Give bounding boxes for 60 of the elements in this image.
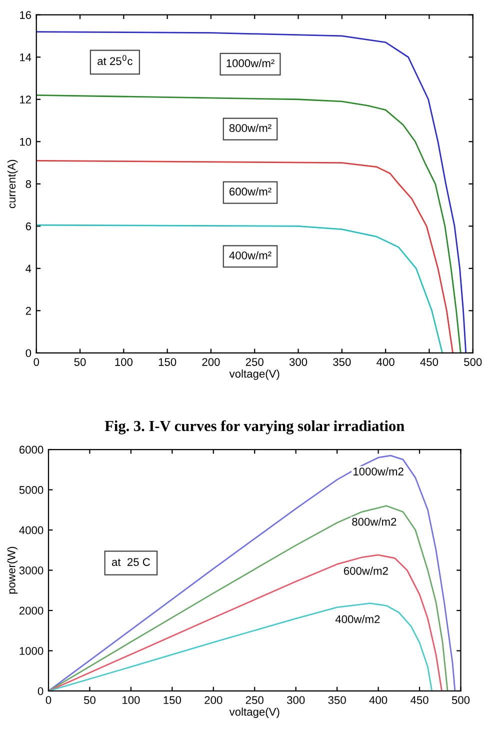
y-tick-label: 16 <box>20 11 32 19</box>
x-tick-label: 500 <box>452 696 470 704</box>
y-tick-label: 6 <box>26 222 32 230</box>
y-axis-title: power(W) <box>7 546 18 594</box>
line-series <box>36 31 467 353</box>
x-tick-label: 200 <box>202 358 220 366</box>
text: 800w/m² <box>229 124 272 132</box>
y-axis-title: current(A) <box>7 160 18 208</box>
y-tick-label: 3000 <box>19 566 44 574</box>
x-tick-label: 250 <box>246 696 264 704</box>
y-tick-label: 4000 <box>19 526 44 534</box>
text: 600w/m² <box>230 187 272 196</box>
x-tick-label: 350 <box>333 358 351 366</box>
line-series <box>48 554 442 691</box>
x-axis-title: voltage(V) <box>229 708 280 718</box>
annotation: at 25$^{0}$c <box>98 54 132 66</box>
line-series <box>36 224 444 353</box>
line-series <box>36 94 462 353</box>
x-tick-label: 350 <box>328 696 346 704</box>
x-tick-label: 300 <box>287 696 305 704</box>
line-series <box>48 454 456 691</box>
x-tick-label: 400 <box>369 696 388 704</box>
x-tick-label: 450 <box>410 696 428 704</box>
y-tick-label: 4 <box>26 264 32 272</box>
series-label: 600w/m2 <box>344 566 388 575</box>
y-tick-label: 5000 <box>19 486 44 494</box>
y-tick-label: 0 <box>38 687 44 696</box>
line-series <box>48 602 433 691</box>
x-tick-label: 150 <box>158 358 176 366</box>
x-tick-label: 450 <box>420 358 438 366</box>
x-tick-label: 50 <box>84 696 96 704</box>
y-tick-label: 14 <box>20 54 32 62</box>
x-tick-label: 0 <box>46 696 52 704</box>
y-tick-label: 2000 <box>19 606 44 615</box>
annotation: at 25 C <box>112 558 150 566</box>
series-label: 1000w/m2 <box>354 467 404 476</box>
x-tick-label: 50 <box>74 358 86 366</box>
x-tick-label: 100 <box>115 358 133 366</box>
series-label: 800w/m2 <box>352 518 396 526</box>
x-tick-label: 250 <box>246 358 264 366</box>
y-tick-label: 1000 <box>20 647 44 655</box>
y-tick-label: 0 <box>26 349 32 358</box>
y-tick-label: 10 <box>20 138 32 146</box>
series-label: 400w/m2 <box>335 614 380 624</box>
x-axis-title: voltage(V) <box>229 370 280 380</box>
x-tick-label: 400 <box>376 358 394 366</box>
text: 1000w/m² <box>226 59 274 68</box>
x-tick-label: 150 <box>164 696 182 704</box>
text: 400w/m² <box>229 251 272 260</box>
y-tick-label: 8 <box>26 180 32 188</box>
x-tick-label: 200 <box>204 696 222 704</box>
line-series <box>36 160 454 353</box>
x-tick-label: 100 <box>122 696 140 704</box>
caption: Fig. 3. I-V curves for varying solar irradiation <box>104 420 404 434</box>
x-tick-label: 300 <box>289 358 308 366</box>
line-series <box>48 505 448 691</box>
y-tick-label: 6000 <box>19 446 44 454</box>
y-tick-label: 12 <box>20 96 31 104</box>
x-tick-label: 500 <box>464 358 482 366</box>
y-tick-label: 2 <box>26 306 31 315</box>
